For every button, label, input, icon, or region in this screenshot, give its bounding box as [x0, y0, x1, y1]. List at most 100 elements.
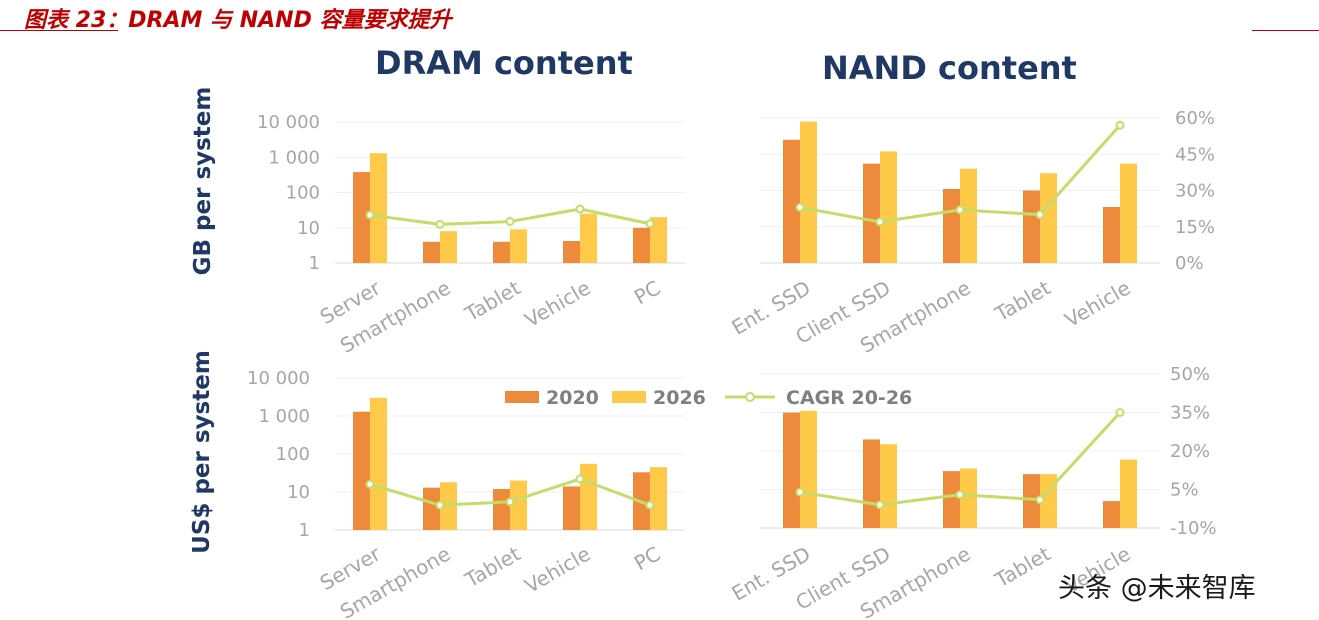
figure-title: 图表 23：DRAM 与 NAND 容量要求提升 — [24, 8, 452, 33]
dram_gb-category-label: Vehicle — [521, 276, 595, 333]
dram_gb-bar-2026 — [370, 153, 387, 263]
nand_usd-y2-tick-label: 50% — [1170, 364, 1210, 385]
dram_usd-bar-2020 — [423, 487, 440, 530]
dram_usd-y-tick-label: 100 — [276, 444, 310, 465]
dram_gb-y-tick-label: 1 000 — [268, 147, 320, 168]
nand_usd-y2-tick-label: -10% — [1170, 518, 1217, 539]
dram_gb-bar-2020 — [633, 227, 650, 263]
nand_gb-cagr-point — [1035, 210, 1045, 220]
dram_usd-cagr-point — [435, 500, 445, 510]
legend-2020-swatch — [505, 391, 539, 403]
nand-panel-title: NAND content — [822, 49, 1077, 87]
dram-panel-title: DRAM content — [375, 44, 633, 82]
dram_gb-y-tick-label: 10 000 — [257, 112, 320, 133]
nand_gb-bar-2020 — [943, 188, 960, 263]
dram_gb-bar-2020 — [353, 172, 370, 263]
dram_usd-category-label: PC — [630, 542, 665, 576]
nand_gb-bar-2026 — [880, 151, 897, 263]
dram_usd-bar-2020 — [563, 486, 580, 530]
legend-2020-label: 2020 — [546, 387, 599, 409]
legend-cagr-label: CAGR 20-26 — [786, 387, 912, 409]
nand_usd-bar-2020 — [783, 412, 800, 528]
dram_gb-bar-2026 — [510, 229, 527, 263]
dram_gb-category-label: PC — [630, 276, 665, 310]
nand_gb-bar-2026 — [800, 121, 817, 263]
legend-2026-label: 2026 — [653, 387, 706, 409]
dram_gb-bar-2020 — [423, 241, 440, 263]
title-rule-left — [0, 30, 118, 31]
watermark: 头条 @未来智库 — [1058, 573, 1256, 604]
title-rule-right — [1252, 30, 1319, 31]
legend-2026-swatch — [612, 391, 646, 403]
dram_usd-cagr-point — [645, 500, 655, 510]
nand_usd-bar-2020 — [1103, 501, 1120, 528]
nand_gb-bar-2026 — [1040, 173, 1057, 263]
nand_gb-bar-2020 — [863, 163, 880, 263]
dram_usd-bar-2026 — [580, 463, 597, 530]
nand_usd-bar-2026 — [960, 468, 977, 528]
nand_gb-y2-tick-label: 45% — [1175, 144, 1215, 165]
nand_gb-cagr-point — [955, 205, 965, 215]
dram_usd-y-tick-label: 1 000 — [258, 406, 310, 427]
nand_gb-y2-tick-label: 15% — [1175, 217, 1215, 238]
nand_gb-bar-2020 — [783, 139, 800, 263]
dram_usd-cagr-point — [575, 474, 585, 484]
nand_gb-category-label: Vehicle — [1061, 276, 1135, 333]
nand_gb-y2-tick-label: 0% — [1175, 253, 1204, 274]
dram_usd-cagr-point — [505, 497, 515, 507]
dram_usd-y-tick-label: 10 000 — [247, 368, 310, 389]
nand_usd-cagr-point — [875, 500, 885, 510]
nand_usd-cagr-point — [955, 490, 965, 500]
nand_gb-y2-tick-label: 60% — [1175, 108, 1215, 129]
legend-cagr-marker — [745, 392, 755, 402]
nand_gb-cagr-point — [875, 217, 885, 227]
dram_usd-bar-2020 — [353, 411, 370, 530]
nand_gb-cagr-point — [1115, 120, 1125, 130]
dram_usd-y-tick-label: 1 — [299, 520, 310, 541]
nand_usd-bar-2026 — [880, 444, 897, 528]
dram_gb-y-tick-label: 100 — [286, 183, 320, 204]
dram_usd-bar-2026 — [650, 467, 667, 530]
dram_usd-cagr-point — [365, 479, 375, 489]
dram_gb-cagr-point — [435, 219, 445, 229]
nand_usd-y2-tick-label: 35% — [1170, 403, 1210, 424]
dram_usd-bar-2026 — [510, 480, 527, 530]
dram_gb-category-label: Tablet — [460, 275, 525, 326]
dram_gb-cagr-point — [645, 219, 655, 229]
nand_gb-y2-tick-label: 30% — [1175, 181, 1215, 202]
dram_gb-y-tick-label: 1 — [309, 253, 320, 274]
dram_usd-y-tick-label: 10 — [287, 482, 310, 503]
dram_gb-bar-2026 — [580, 213, 597, 263]
nand_gb-bar-2020 — [1103, 207, 1120, 263]
dram_usd-bar-2026 — [370, 397, 387, 530]
nand_gb-bar-2020 — [1023, 190, 1040, 263]
dram_usd-category-label: Tablet — [460, 541, 525, 592]
nand_usd-bar-2020 — [863, 439, 880, 528]
dram_gb-cagr-point — [365, 210, 375, 220]
dram_usd-bar-2020 — [493, 488, 510, 530]
dram_gb-cagr-point — [575, 204, 585, 214]
dram_usd-category-label: Vehicle — [521, 542, 595, 599]
dram_gb-y-tick-label: 10 — [297, 218, 320, 239]
nand_usd-cagr-point — [1115, 408, 1125, 417]
figure-header: 图表 23：DRAM 与 NAND 容量要求提升 — [0, 0, 1319, 36]
nand_gb-bar-2026 — [960, 168, 977, 263]
dram_gb-bar-2020 — [563, 241, 580, 263]
nand_usd-bar-2020 — [943, 471, 960, 528]
nand_usd-cagr-point — [795, 487, 805, 497]
nand_usd-bar-2026 — [1120, 459, 1137, 528]
dram_gb-bar-2026 — [650, 217, 667, 263]
nand_usd-bar-2020 — [1023, 474, 1040, 528]
nand_usd-cagr-point — [1035, 495, 1045, 505]
dram_gb-bar-2020 — [493, 241, 510, 263]
dram_gb-bar-2026 — [440, 231, 457, 263]
dram_gb-cagr-point — [505, 217, 515, 227]
nand_gb-category-label: Tablet — [990, 275, 1055, 326]
nand_gb-bar-2026 — [1120, 163, 1137, 263]
nand_usd-category-label: Tablet — [990, 541, 1055, 592]
nand_gb-cagr-point — [795, 202, 805, 212]
nand_usd-y2-tick-label: 5% — [1170, 480, 1199, 501]
nand_usd-bar-2026 — [800, 410, 817, 528]
nand_usd-y2-tick-label: 20% — [1170, 441, 1210, 462]
